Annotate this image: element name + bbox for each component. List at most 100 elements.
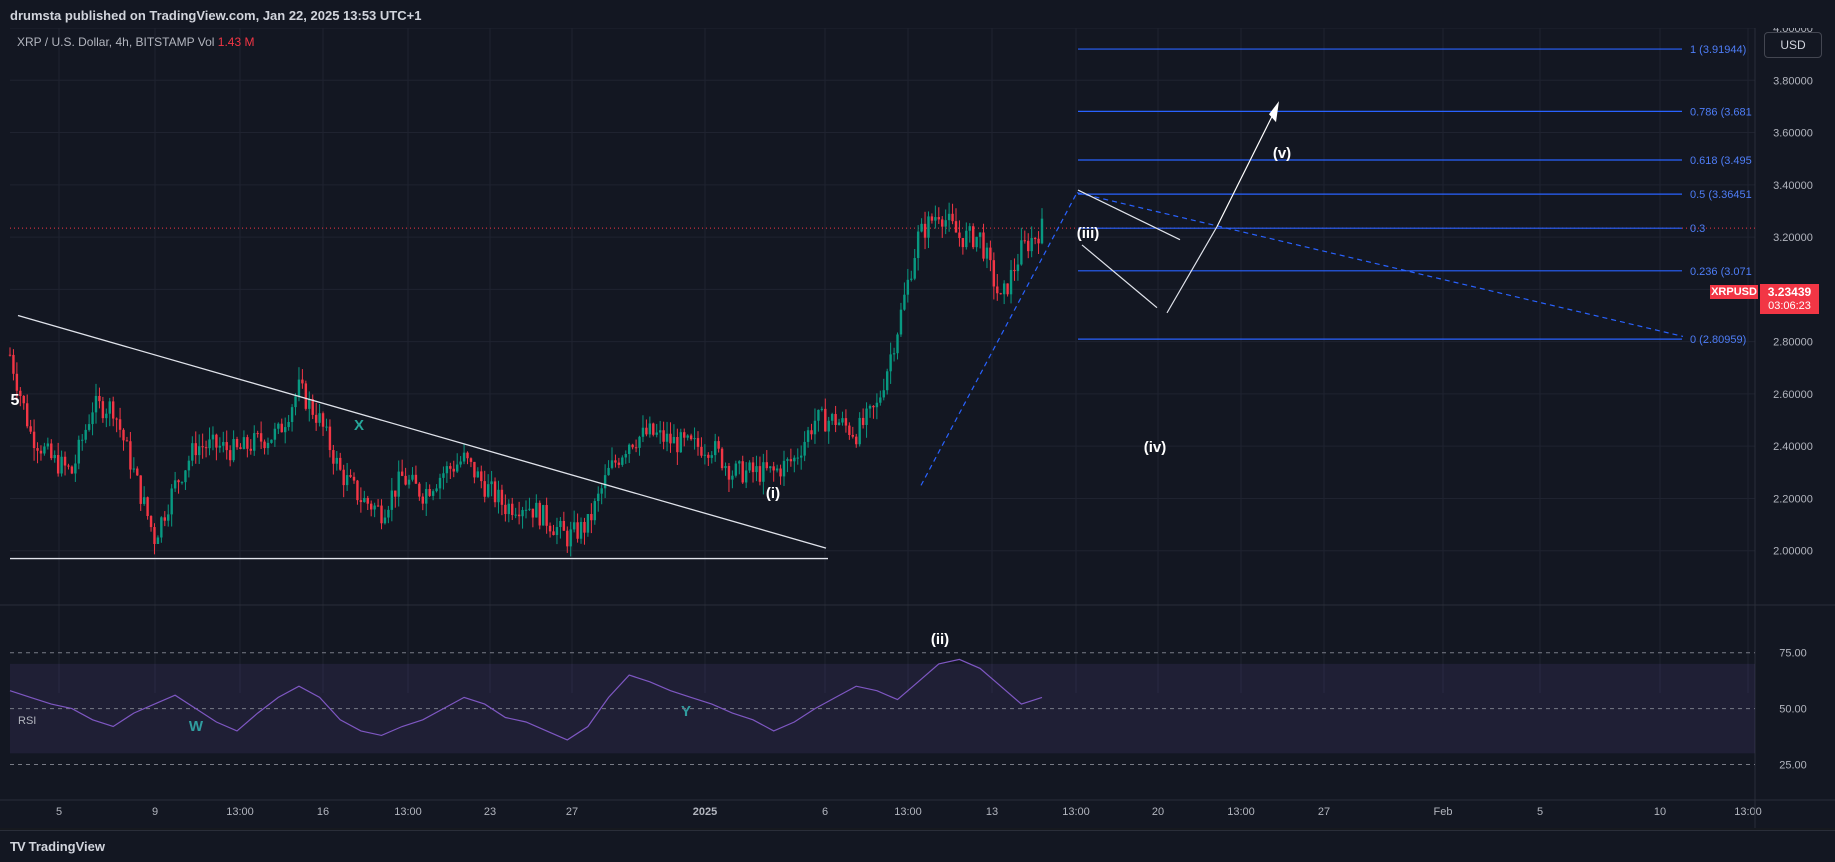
candle-body <box>373 505 376 510</box>
candle-body <box>734 463 738 476</box>
candle-body <box>665 433 669 442</box>
candle-body <box>813 420 817 435</box>
candle-body <box>947 213 951 221</box>
candle-body <box>669 433 672 444</box>
candle-body <box>438 477 442 489</box>
fib-level-label: 0 (2.80959) <box>1690 334 1746 346</box>
rsi-indicator-label[interactable]: RSI <box>18 715 37 727</box>
candle-body <box>793 457 796 462</box>
candle-body <box>129 441 132 470</box>
candle-body <box>614 460 617 463</box>
candle-body <box>1033 238 1037 240</box>
candle-body <box>380 505 383 524</box>
candle-body <box>235 439 239 448</box>
candle-body <box>490 481 493 485</box>
candle-body <box>662 430 665 442</box>
candle-body <box>600 488 603 494</box>
time-tick-label: 6 <box>822 806 828 818</box>
time-tick-label: Feb <box>1434 806 1453 818</box>
published-by-text: drumsta published on TradingView.com, Ja… <box>10 8 422 23</box>
candle-body <box>149 516 153 528</box>
candle-body <box>376 505 380 507</box>
candle-body <box>228 450 232 461</box>
price-tick-label: 2.60000 <box>1773 389 1813 401</box>
candle-body <box>208 439 211 449</box>
candle-body <box>989 247 992 261</box>
candle-body <box>765 462 769 469</box>
fib-level-label: 1 (3.91944) <box>1690 44 1746 56</box>
candle-body <box>617 462 621 465</box>
candle-body <box>541 505 545 526</box>
wave-v-arrow <box>1216 106 1278 227</box>
candle-body <box>844 418 848 426</box>
time-tick-label: 5 <box>1537 806 1543 818</box>
candle-body <box>965 230 968 248</box>
candle-body <box>738 461 741 464</box>
candle-body <box>872 405 875 408</box>
candle-body <box>459 461 462 465</box>
candle-body <box>741 461 744 483</box>
candle-body <box>597 493 600 502</box>
candle-body <box>820 408 824 410</box>
candle-body <box>290 407 294 422</box>
candle-body <box>53 455 56 459</box>
candle-body <box>283 427 287 433</box>
candle-body <box>356 480 359 501</box>
candle-body <box>22 396 25 404</box>
descending-trendline <box>17 314 827 549</box>
candle-body <box>507 503 511 515</box>
candle-body <box>996 286 999 294</box>
candle-body <box>841 418 844 423</box>
candle-body <box>287 421 290 428</box>
candle-body <box>961 238 965 248</box>
chart-svg[interactable]: 4.000003.800003.600003.400003.200003.000… <box>0 28 1835 828</box>
candle-body <box>77 439 81 464</box>
candle-body <box>648 423 652 435</box>
candle-body <box>958 232 961 239</box>
candle-body <box>146 497 149 517</box>
candle-body <box>851 435 855 437</box>
candle-body <box>703 454 707 456</box>
candle-body <box>387 509 390 518</box>
candle-body <box>70 466 74 474</box>
candle-body <box>335 457 339 464</box>
candle-body <box>98 395 101 402</box>
rsi-tick-label: 50.00 <box>1779 704 1807 716</box>
chart-area[interactable]: 4.000003.800003.600003.400003.200003.000… <box>0 28 1835 828</box>
candle-body <box>655 432 658 435</box>
candle-body <box>954 221 958 233</box>
candle-body <box>707 454 710 458</box>
candle-body <box>43 446 46 454</box>
candle-body <box>359 500 363 503</box>
candle-body <box>156 537 160 545</box>
wave-projection-dashed <box>1076 192 1684 337</box>
candle-body <box>903 294 906 310</box>
candle-body <box>1023 240 1027 242</box>
candle-body <box>758 466 762 482</box>
candle-body <box>717 441 720 449</box>
candle-body <box>569 529 572 547</box>
symbol-legend[interactable]: XRP / U.S. Dollar, 4h, BITSTAMP Vol 1.43… <box>17 35 254 49</box>
symbol-name: XRP / U.S. Dollar, 4h, BITSTAMP <box>17 35 195 49</box>
candle-body <box>700 446 703 456</box>
candle-body <box>500 489 504 505</box>
candle-body <box>576 522 579 539</box>
tradingview-logo[interactable]: TV TradingView <box>10 839 105 854</box>
candle-body <box>827 420 830 432</box>
candle-body <box>187 460 191 471</box>
candle-body <box>916 231 920 259</box>
rsi-line <box>9 658 1043 741</box>
candle-body <box>218 445 222 448</box>
candle-body <box>197 446 201 456</box>
candle-body <box>442 473 445 478</box>
candle-body <box>125 440 129 442</box>
time-tick-label: 13:00 <box>226 806 254 818</box>
candle-body <box>696 438 700 447</box>
currency-button[interactable]: USD <box>1764 32 1822 58</box>
candle-body <box>531 508 535 518</box>
candle-body <box>407 479 411 485</box>
candle-body <box>345 475 349 486</box>
candle-body <box>1020 240 1023 265</box>
candle-body <box>25 403 29 427</box>
candle-body <box>411 474 414 480</box>
